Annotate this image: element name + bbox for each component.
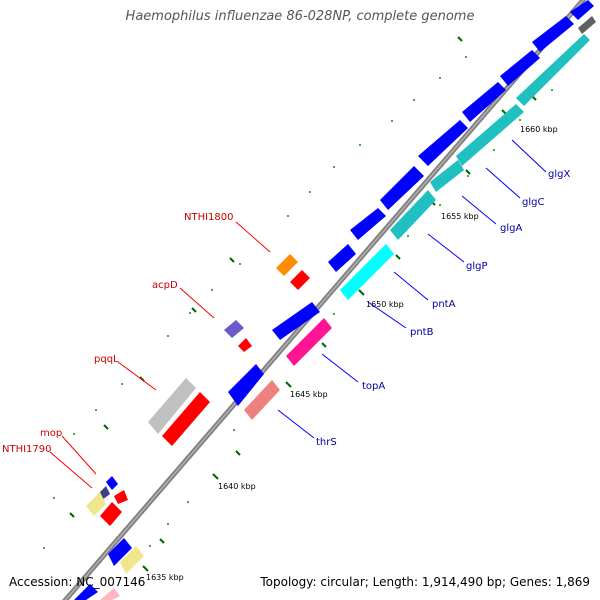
tick-label-1660: 1660 kbp xyxy=(520,125,558,134)
forward-rna-features xyxy=(100,16,596,600)
tick-label-1655: 1655 kbp xyxy=(441,212,479,221)
gene-NTHI1800-block xyxy=(276,254,298,276)
gene-glgC-block xyxy=(500,50,540,86)
label-pntB: pntB xyxy=(410,327,434,338)
tick-label-1650: 1650 kbp xyxy=(366,300,404,309)
label-glgC: glgC xyxy=(522,197,544,208)
gene-topA-block xyxy=(272,302,320,340)
guide-dots xyxy=(43,56,553,549)
gene-glgB-block xyxy=(532,16,574,52)
reverse-labels: NTHI1800 acpD pqqL mop NTHI1790 xyxy=(2,212,271,489)
reverse-features xyxy=(86,254,310,526)
gene-acpD-block xyxy=(224,320,244,338)
accession-text: Accession: NC_007146 xyxy=(9,575,146,589)
label-topA: topA xyxy=(362,381,385,392)
genome-summary-text: Topology: circular; Length: 1,914,490 bp… xyxy=(260,575,590,589)
label-glgA: glgA xyxy=(500,223,522,234)
tick-label-1635: 1635 kbp xyxy=(146,573,184,582)
label-glgP: glgP xyxy=(466,261,488,272)
gene-pntB-rna-block xyxy=(340,244,394,300)
label-acpD: acpD xyxy=(152,280,178,291)
tick-label-1640: 1640 kbp xyxy=(218,482,256,491)
gene-thrS-rna-block xyxy=(244,380,280,420)
gene-pqqL-block xyxy=(148,378,196,434)
gene-left-blue-block xyxy=(108,538,132,566)
gene-topA-rna-block xyxy=(286,318,332,366)
gene-thrS-block xyxy=(228,364,264,406)
genome-backbone xyxy=(62,0,587,600)
gene-pntB-block xyxy=(328,244,356,272)
gene-glgX-block xyxy=(570,0,594,20)
forward-cds-genes xyxy=(74,0,594,600)
map-title: Haemophilus influenzae 86-028NP, complet… xyxy=(125,9,475,24)
tick-label-1645: 1645 kbp xyxy=(290,390,328,399)
label-pntA: pntA xyxy=(432,299,456,310)
gene-pntA-block xyxy=(350,208,386,240)
gene-glgP-a-block xyxy=(418,120,468,166)
gene-glgP-b-block xyxy=(380,166,424,210)
label-NTHI1790: NTHI1790 xyxy=(2,444,52,455)
gene-mop-block xyxy=(106,476,118,490)
label-pqqL: pqqL xyxy=(94,354,119,365)
forward-labels: glgX glgC glgA glgP pntA pntB topA thrS xyxy=(277,139,570,448)
gene-NTHI1790-block xyxy=(86,492,106,516)
gene-bottom-blue-block xyxy=(74,584,98,600)
label-glgX: glgX xyxy=(548,169,570,180)
label-NTHI1800: NTHI1800 xyxy=(184,212,234,223)
label-mop: mop xyxy=(40,428,62,439)
gene-glgA-block xyxy=(462,82,506,122)
label-thrS: thrS xyxy=(316,437,337,448)
